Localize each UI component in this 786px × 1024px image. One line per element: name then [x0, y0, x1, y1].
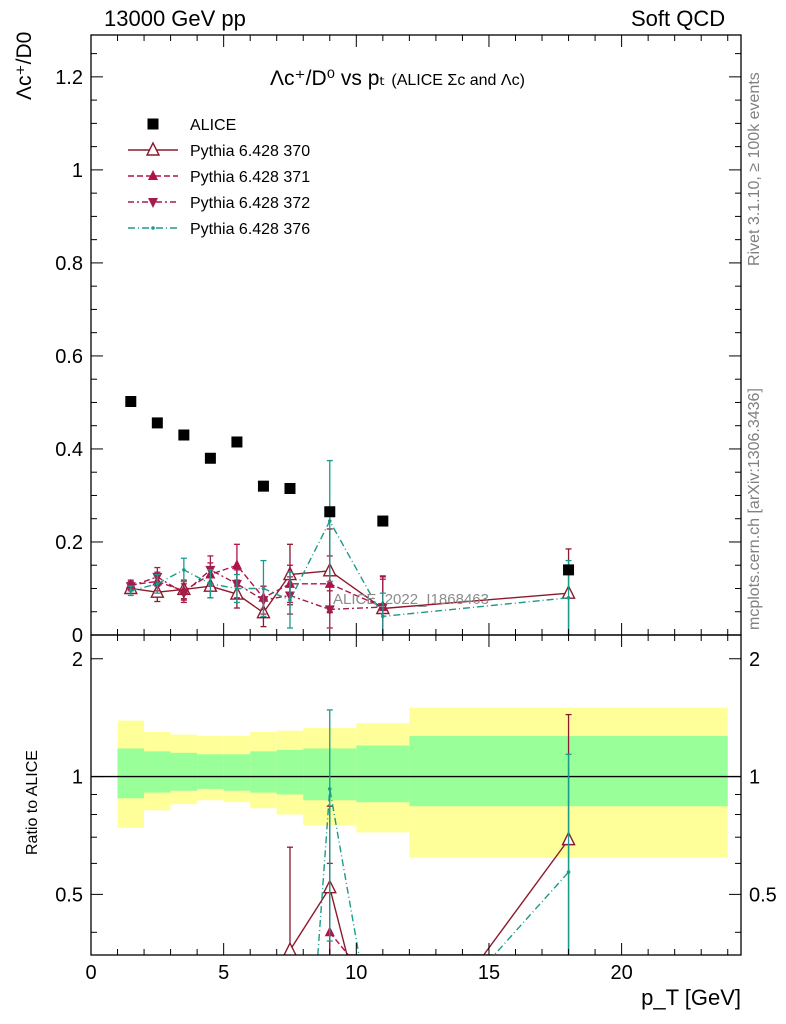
main-frame: [90, 34, 742, 636]
mc-point: [235, 586, 239, 591]
main-panel: ALICE_2022_I1868463 0 0.2 0.4 0.6 0.8 1 1.2 Λc⁺/…: [13, 32, 742, 647]
x-tick-label: 5: [218, 962, 229, 984]
mc-point: [148, 170, 158, 180]
ratio-y-tick-label-right: 2: [749, 649, 760, 671]
y-tick-label: 1.2: [55, 67, 83, 89]
legend-item: Pythia 6.428 376: [128, 221, 310, 238]
legend-label: Pythia 6.428 370: [190, 143, 310, 160]
series-line: [130, 570, 569, 614]
legend-label: Pythia 6.428 372: [190, 195, 310, 212]
data-point: [204, 452, 216, 464]
stat-uncertainty-band: [197, 754, 224, 789]
mc-point: [566, 595, 571, 600]
ratio-pythia-6.428-376: [317, 709, 572, 955]
mc-point: [288, 598, 292, 602]
rivet-note: Rivet 3.1.10, ≥ 100k events: [746, 72, 763, 266]
ratio-y-tick-label: 2: [72, 649, 83, 671]
legend-item: Pythia 6.428 370: [128, 141, 310, 160]
legend-label: Pythia 6.428 376: [190, 221, 310, 238]
stat-uncertainty-band: [276, 749, 304, 795]
chart-subtitle: (ALICE Σc and Λc): [391, 72, 525, 89]
mc-point: [327, 519, 332, 523]
x-axis-label: p_T [GeV]: [641, 985, 741, 1010]
ratio-line: [317, 788, 570, 955]
mc-point: [145, 141, 161, 156]
mc-point: [381, 614, 385, 619]
ratio-axis-label: Ratio to ALICE: [24, 750, 41, 855]
stat-uncertainty-band: [356, 745, 410, 803]
ratio-bands: [117, 707, 728, 858]
data-point: [125, 396, 137, 408]
ratio-y-tick-label-right: 0.5: [749, 884, 777, 906]
legend-item: Pythia 6.428 371: [128, 169, 310, 186]
mc-point: [178, 589, 189, 600]
mc-point: [182, 568, 186, 572]
x-tick-label: 20: [610, 962, 632, 984]
data-point: [178, 429, 190, 441]
y-tick-label: 0: [72, 625, 83, 647]
ratio-series: [283, 709, 576, 955]
y-tick-label: 0.2: [55, 532, 83, 554]
data-point: [563, 564, 575, 576]
ratio-y-tick-label: 0.5: [55, 884, 83, 906]
chart-title: Λc⁺/D⁰ vs pₜ (ALICE Σc and Λc): [270, 67, 525, 90]
x-tick-label: 15: [478, 962, 500, 984]
mc-point: [324, 605, 335, 616]
main-series: [123, 396, 576, 635]
mc-point: [566, 870, 571, 874]
stat-uncertainty-band: [223, 754, 251, 791]
mc-point: [231, 559, 242, 570]
mc-point: [327, 787, 332, 791]
legend-label: Pythia 6.428 371: [190, 169, 310, 186]
mc-point: [261, 586, 266, 591]
stat-uncertainty-band: [170, 752, 198, 791]
mc-point: [283, 941, 297, 955]
watermark-label: ALICE_2022_I1868463: [333, 591, 489, 608]
beam-label: 13000 GeV pp: [104, 6, 246, 31]
mc-point: [155, 582, 160, 586]
stat-uncertainty-band: [144, 751, 171, 793]
y-tick-label: 0.6: [55, 346, 83, 368]
series-line: [130, 564, 384, 608]
mc-point: [128, 589, 133, 593]
series-pythia-6.428-376: [127, 459, 572, 635]
mc-point: [324, 577, 335, 588]
stat-uncertainty-band: [250, 751, 277, 793]
data-point: [151, 417, 163, 429]
series-alice: [125, 396, 575, 576]
ratio-pythia-6.428-371: [324, 862, 349, 955]
data-point: [257, 480, 269, 492]
y-tick-label: 0.8: [55, 253, 83, 275]
legend-item: Pythia 6.428 372: [128, 195, 310, 212]
mc-point: [208, 582, 213, 586]
stat-uncertainty-band: [117, 748, 145, 799]
mcplots-note: mcplots.cern.ch [arXiv:1306.3436]: [746, 388, 763, 630]
y-tick-label: 0.4: [55, 439, 83, 461]
mc-point: [151, 226, 155, 230]
legend: ALICE Pythia 6.428 370 Pythia 6.428 371 Pyt…: [128, 117, 310, 238]
y-tick-label: 1: [72, 160, 83, 182]
x-tick-label: 0: [85, 962, 96, 984]
process-label: Soft QCD: [631, 6, 726, 31]
data-point: [231, 436, 243, 448]
mc-point: [148, 198, 158, 208]
data-point: [147, 118, 159, 130]
data-point: [377, 515, 389, 527]
series-line: [130, 519, 569, 618]
x-tick-label: 10: [345, 962, 367, 984]
ratio-frame: [90, 634, 742, 956]
legend-item: ALICE: [147, 117, 236, 134]
series-line: [130, 569, 383, 611]
ratio-line: [289, 839, 570, 955]
legend-label: ALICE: [190, 117, 236, 134]
ratio-y-tick-label-right: 1: [749, 767, 760, 789]
data-point: [284, 482, 296, 494]
y-axis-label: Λc⁺/D0: [13, 32, 36, 100]
ratio-y-tick-label: 1: [72, 767, 83, 789]
data-point: [324, 506, 336, 518]
ratio-panel: 0 5 10 15 20 0.5 0.5 1 1 2 2 Ratio to ALICE p_T [GeV…: [24, 634, 777, 1010]
